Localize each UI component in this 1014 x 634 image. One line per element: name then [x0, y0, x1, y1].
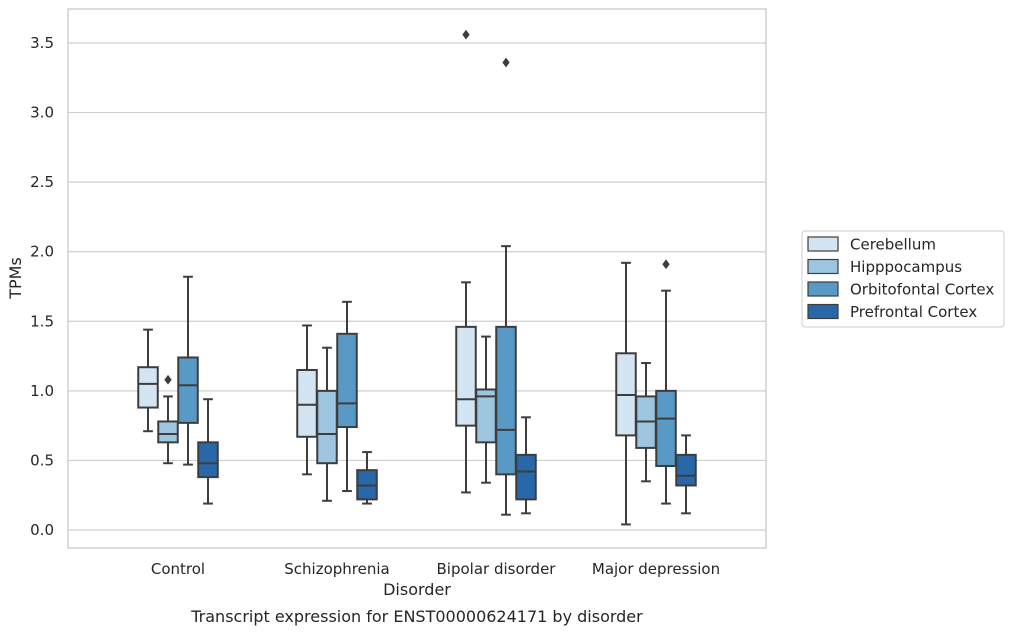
x-tick-label: Major depression — [592, 560, 720, 578]
box-cerebellum-schizophrenia — [296, 324, 318, 476]
y-tick-label: 2.5 — [30, 173, 54, 191]
legend-label: Cerebellum — [850, 236, 936, 254]
box-hipppocampus-schizophrenia — [316, 346, 338, 502]
outlier-point — [462, 29, 470, 40]
box-hipppocampus-control — [157, 374, 179, 465]
x-tick-label: Bipolar disorder — [437, 560, 557, 578]
y-tick-label: 1.5 — [30, 312, 54, 330]
outlier-point — [502, 57, 510, 68]
box-body — [455, 325, 477, 427]
box-prefrontal-cortex-bipolar-disorder — [515, 416, 537, 515]
y-tick-label: 3.0 — [30, 104, 54, 122]
y-tick-label: 1.0 — [30, 382, 54, 400]
box-orbitofontal-cortex-schizophrenia — [336, 300, 358, 493]
box-orbitofontal-cortex-control — [177, 275, 199, 466]
legend-label: Prefrontal Cortex — [850, 303, 977, 321]
box-orbitofontal-cortex-major-depression — [655, 259, 677, 505]
x-tick-label: Schizophrenia — [284, 560, 389, 578]
figure-caption: Transcript expression for ENST0000062417… — [190, 607, 643, 626]
box-body — [336, 332, 358, 429]
legend-label: Orbitofontal Cortex — [850, 281, 994, 299]
legend-frame — [801, 230, 1005, 328]
box-body — [515, 453, 537, 501]
x-axis-ticks: Control Schizophrenia Bipolar disorder Majo… — [151, 560, 720, 578]
box-body — [157, 420, 179, 444]
legend: Cerebellum Hipppocampus Orbitofontal Corte… — [801, 230, 1005, 328]
outlier-point — [164, 374, 172, 385]
plot-area-frame — [67, 8, 767, 549]
box-orbitofontal-cortex-bipolar-disorder — [495, 57, 517, 516]
y-axis-label: TPMs — [6, 257, 25, 300]
box-cerebellum-control — [137, 328, 159, 433]
y-tick-label: 3.5 — [30, 34, 54, 52]
y-tick-label: 0.5 — [30, 451, 54, 469]
box-body — [197, 441, 219, 479]
box-prefrontal-cortex-schizophrenia — [356, 451, 378, 505]
y-tick-label: 2.0 — [30, 243, 54, 261]
box-cerebellum-bipolar-disorder — [455, 29, 477, 494]
legend-swatch — [807, 258, 839, 275]
box-body — [177, 356, 199, 424]
box-body — [495, 325, 517, 476]
legend-label: Hipppocampus — [850, 258, 962, 276]
box-cerebellum-major-depression — [615, 261, 637, 526]
box-body — [675, 453, 697, 487]
legend-swatch — [807, 303, 839, 320]
box-hipppocampus-major-depression — [635, 362, 657, 483]
y-tick-label: 0.0 — [30, 521, 54, 539]
box-prefrontal-cortex-control — [197, 398, 219, 505]
legend-swatch — [807, 281, 839, 297]
box-body — [316, 389, 338, 465]
box-prefrontal-cortex-major-depression — [675, 434, 697, 515]
box-plot-series — [137, 29, 697, 526]
x-axis-label: Disorder — [383, 580, 451, 599]
box-hipppocampus-bipolar-disorder — [475, 335, 497, 484]
y-axis-ticks: 0.0 0.5 1.0 1.5 2.0 2.5 3.0 3.5 — [30, 34, 54, 539]
box-body — [655, 389, 677, 467]
legend-swatch — [807, 236, 839, 252]
x-tick-label: Control — [151, 560, 205, 578]
outlier-point — [662, 259, 670, 270]
box-body — [137, 366, 159, 409]
box-body — [296, 368, 318, 438]
